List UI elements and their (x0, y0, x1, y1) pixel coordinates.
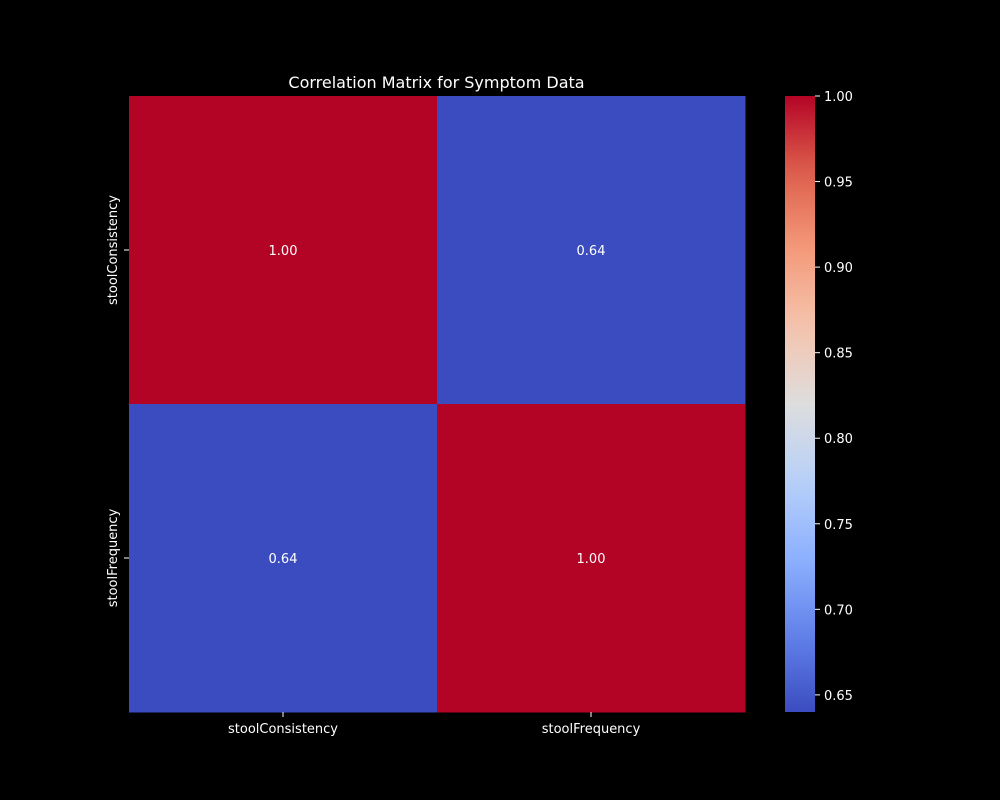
cell-annotation: 0.64 (577, 244, 606, 259)
colorbar-tick-label: 0.75 (824, 518, 853, 533)
x-tick-label: stoolConsistency (228, 722, 338, 737)
cell-annotation: 1.00 (269, 244, 298, 259)
y-axis: stoolConsistency stoolFrequency (106, 195, 129, 607)
heatmap-cell (129, 96, 438, 405)
colorbar-gradient-bar (785, 96, 815, 712)
colorbar-ticks: 0.65 0.70 0.75 0.80 0.85 0.90 0.95 1.00 (815, 90, 853, 704)
heatmap-cell (129, 404, 438, 713)
heatmap-cells (129, 96, 746, 713)
colorbar-tick-label: 0.65 (824, 689, 853, 704)
x-tick-label: stoolFrequency (542, 722, 641, 737)
heatmap-cell (437, 404, 746, 713)
heatmap-cell (437, 96, 746, 405)
x-axis: stoolConsistency stoolFrequency (228, 712, 641, 737)
colorbar-tick-label: 0.95 (824, 176, 853, 191)
colorbar: 0.65 0.70 0.75 0.80 0.85 0.90 0.95 1.00 (785, 90, 853, 712)
y-tick-label: stoolConsistency (106, 195, 121, 305)
cell-annotations: 1.00 0.64 0.64 1.00 (269, 244, 606, 567)
cell-annotation: 1.00 (577, 552, 606, 567)
colorbar-tick-label: 1.00 (824, 90, 853, 105)
cell-annotation: 0.64 (269, 552, 298, 567)
colorbar-tick-label: 0.85 (824, 347, 853, 362)
chart-title: Correlation Matrix for Symptom Data (288, 73, 584, 92)
colorbar-tick-label: 0.70 (824, 603, 853, 618)
colorbar-tick-label: 0.90 (824, 261, 853, 276)
y-tick-label: stoolFrequency (106, 508, 121, 607)
colorbar-tick-label: 0.80 (824, 432, 853, 447)
